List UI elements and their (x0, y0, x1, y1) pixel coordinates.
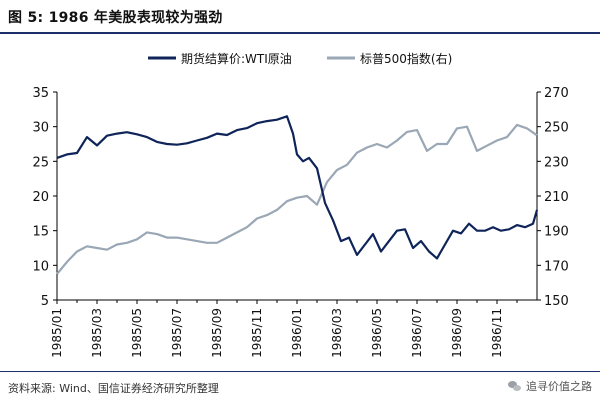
figure-header: 图 5: 1986 年美股表现较为强劲 (0, 0, 600, 34)
source-note: 资料来源: Wind、国信证券经济研究所整理 (8, 382, 219, 395)
legend: 期货结算价:WTI原油 标普500指数(右) (148, 51, 452, 66)
y-right-tick-label: 150 (544, 294, 569, 309)
y-left-tick-label: 20 (32, 190, 49, 205)
x-tick-label: 1985/01 (50, 308, 64, 358)
x-tick-label: 1985/07 (170, 308, 184, 358)
chart-area: 期货结算价:WTI原油 标普500指数(右) 5 10 15 20 25 30 35 150 1… (32, 51, 568, 358)
series-layer (56, 115, 539, 275)
y-right-tick-label: 250 (544, 121, 569, 136)
wechat-icon (508, 380, 522, 392)
legend-label-sp500: 标普500指数(右) (360, 51, 452, 66)
series-line-wti (56, 115, 539, 260)
figure-footer: 资料来源: Wind、国信证券经济研究所整理 追寻价值之路 (0, 371, 600, 400)
y-left-tick-label: 5 (41, 294, 49, 309)
y-left-tick-label: 30 (32, 121, 49, 136)
y-right-tick-label: 230 (544, 155, 569, 170)
y-left-tick-label: 25 (32, 155, 49, 170)
watermark-text: 追寻价值之路 (526, 380, 592, 393)
x-tick-label: 1986/11 (490, 308, 504, 358)
x-tick-label: 1985/03 (90, 308, 104, 358)
legend-label-wti: 期货结算价:WTI原油 (181, 51, 292, 66)
x-tick-label: 1986/07 (410, 308, 424, 358)
x-tick-label: 1986/03 (330, 308, 344, 358)
y-left-tick-label: 35 (32, 86, 49, 101)
x-tick-label: 1985/05 (130, 308, 144, 358)
x-tick-label: 1986/09 (450, 308, 464, 358)
figure-title: 图 5: 1986 年美股表现较为强劲 (8, 10, 223, 26)
watermark: 追寻价值之路 (508, 378, 592, 394)
x-tick-label: 1985/11 (250, 308, 264, 358)
series-line-sp500 (56, 123, 538, 275)
y-left-tick-label: 10 (32, 259, 49, 274)
y-right-tick-label: 170 (544, 259, 569, 274)
y-left-tick-label: 15 (32, 225, 49, 240)
y-right-tick-label: 210 (544, 190, 569, 205)
x-tick-label: 1986/01 (290, 308, 304, 358)
axes: 5 10 15 20 25 30 35 150 170 190 210 230 250 270 1985/0… (32, 86, 568, 358)
x-tick-label: 1985/09 (210, 308, 224, 358)
x-tick-label: 1986/05 (370, 308, 384, 358)
y-right-tick-label: 270 (544, 86, 569, 101)
y-right-tick-label: 190 (544, 225, 569, 240)
